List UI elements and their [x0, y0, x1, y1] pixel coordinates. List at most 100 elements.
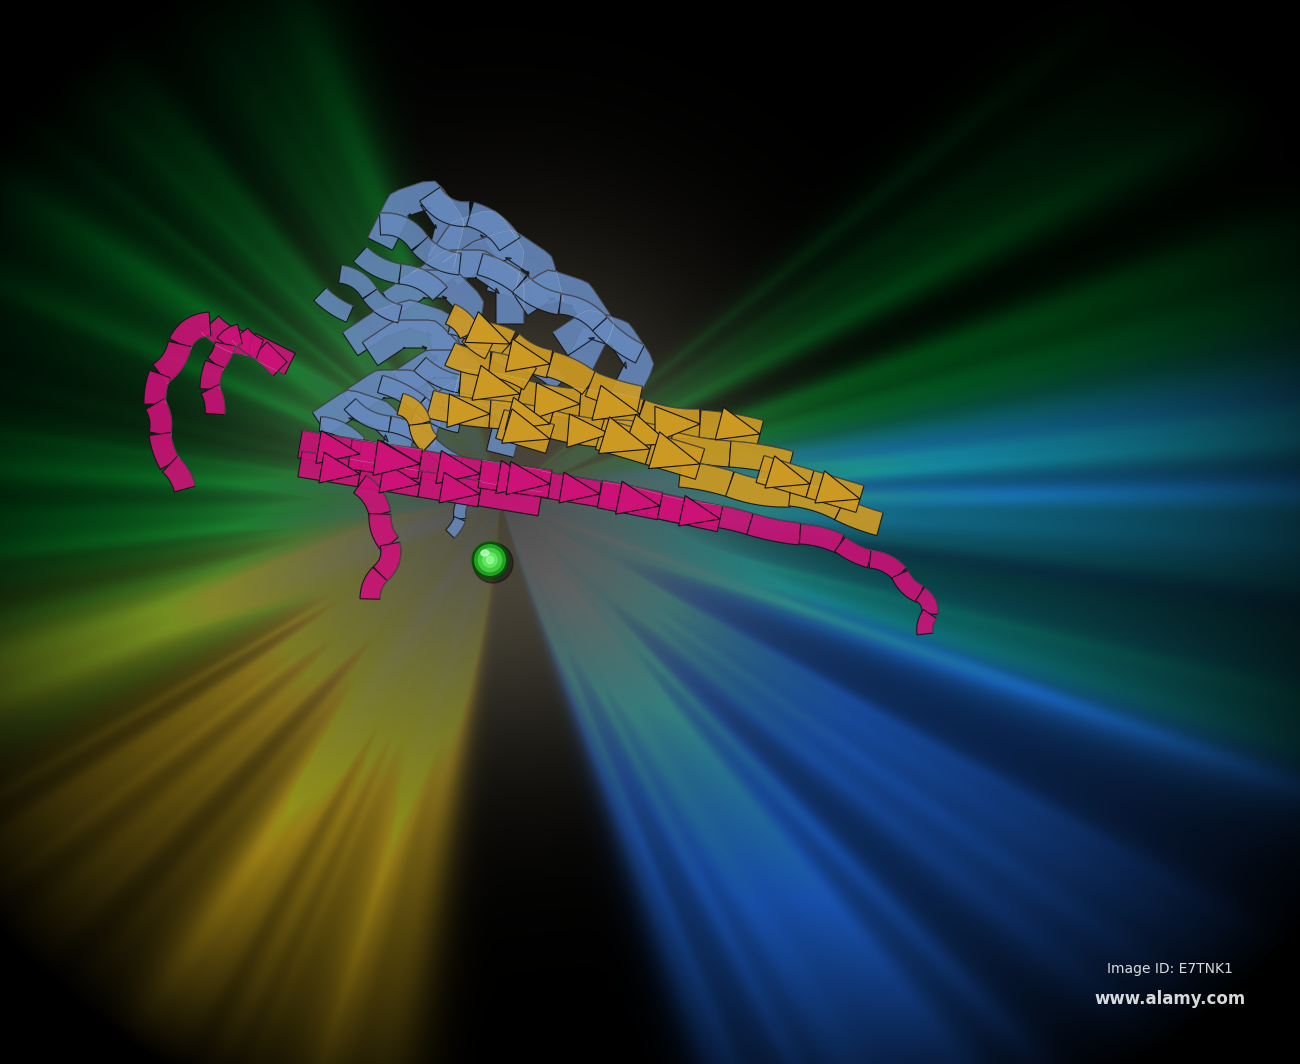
Polygon shape — [208, 343, 235, 370]
Polygon shape — [512, 276, 562, 315]
Polygon shape — [534, 383, 580, 418]
Polygon shape — [312, 390, 413, 478]
Polygon shape — [459, 375, 507, 410]
Polygon shape — [502, 409, 550, 444]
Polygon shape — [318, 452, 360, 483]
Polygon shape — [892, 570, 924, 602]
Polygon shape — [413, 397, 462, 433]
Polygon shape — [516, 380, 581, 419]
Polygon shape — [369, 514, 399, 551]
Polygon shape — [298, 430, 363, 468]
Polygon shape — [382, 270, 484, 347]
Circle shape — [472, 542, 508, 578]
Polygon shape — [313, 287, 354, 322]
Polygon shape — [446, 517, 465, 538]
Polygon shape — [355, 438, 402, 471]
Circle shape — [478, 548, 502, 571]
Polygon shape — [358, 461, 423, 497]
Polygon shape — [489, 400, 554, 437]
Polygon shape — [342, 300, 464, 367]
Circle shape — [486, 556, 494, 564]
Polygon shape — [679, 496, 720, 526]
Polygon shape — [360, 567, 387, 599]
Polygon shape — [399, 264, 447, 301]
Polygon shape — [344, 399, 391, 432]
Polygon shape — [439, 472, 480, 503]
Polygon shape — [217, 325, 242, 350]
Polygon shape — [320, 416, 365, 449]
Polygon shape — [144, 370, 170, 404]
Polygon shape — [868, 550, 906, 580]
Polygon shape — [598, 417, 650, 453]
Polygon shape — [396, 394, 430, 427]
Polygon shape — [459, 369, 524, 409]
Polygon shape — [389, 416, 436, 450]
Polygon shape — [298, 451, 363, 487]
Polygon shape — [380, 213, 429, 250]
Polygon shape — [446, 304, 480, 338]
Polygon shape — [465, 312, 510, 344]
Polygon shape — [815, 471, 861, 503]
Polygon shape — [358, 440, 423, 478]
Circle shape — [482, 553, 497, 567]
Polygon shape — [467, 202, 520, 251]
Polygon shape — [469, 320, 516, 356]
Polygon shape — [835, 498, 883, 535]
Polygon shape — [625, 414, 670, 446]
Polygon shape — [757, 455, 814, 497]
Polygon shape — [373, 439, 420, 476]
Polygon shape — [478, 482, 542, 516]
Polygon shape — [316, 431, 360, 464]
Polygon shape — [478, 460, 552, 498]
Polygon shape — [482, 337, 532, 373]
Polygon shape — [634, 400, 701, 439]
Polygon shape — [800, 523, 844, 553]
Polygon shape — [646, 493, 701, 526]
Polygon shape — [559, 472, 601, 503]
Polygon shape — [599, 482, 654, 515]
Polygon shape — [538, 471, 602, 506]
Polygon shape — [567, 414, 610, 448]
Polygon shape — [552, 311, 654, 411]
Text: Image ID: E7TNK1: Image ID: E7TNK1 — [1108, 962, 1232, 976]
Polygon shape — [649, 432, 699, 468]
Polygon shape — [410, 422, 438, 452]
Polygon shape — [506, 462, 550, 495]
Polygon shape — [448, 314, 497, 351]
Polygon shape — [454, 489, 473, 520]
Polygon shape — [200, 361, 225, 389]
Polygon shape — [376, 440, 420, 473]
Polygon shape — [488, 352, 537, 389]
Polygon shape — [348, 439, 422, 479]
Polygon shape — [597, 480, 663, 519]
Polygon shape — [412, 236, 462, 275]
Polygon shape — [645, 434, 705, 479]
Polygon shape — [679, 461, 733, 497]
Polygon shape — [342, 370, 443, 447]
Polygon shape — [354, 476, 391, 516]
Polygon shape — [233, 328, 264, 359]
Polygon shape — [150, 432, 179, 469]
Polygon shape — [715, 408, 760, 439]
Polygon shape — [447, 394, 490, 428]
Polygon shape — [153, 342, 191, 384]
Polygon shape — [546, 351, 598, 395]
Text: www.alamy.com: www.alamy.com — [1095, 990, 1245, 1008]
Polygon shape — [835, 537, 872, 568]
Polygon shape — [658, 494, 723, 532]
Polygon shape — [442, 230, 564, 307]
Polygon shape — [380, 462, 420, 493]
Polygon shape — [373, 543, 400, 581]
Polygon shape — [559, 294, 607, 331]
Polygon shape — [338, 265, 378, 299]
Polygon shape — [412, 250, 524, 325]
Polygon shape — [699, 410, 763, 448]
Polygon shape — [462, 327, 495, 359]
Polygon shape — [592, 385, 640, 420]
Polygon shape — [495, 410, 554, 453]
Polygon shape — [546, 411, 611, 448]
Polygon shape — [424, 438, 463, 471]
Polygon shape — [593, 317, 645, 363]
Polygon shape — [506, 397, 550, 430]
Polygon shape — [354, 247, 402, 284]
